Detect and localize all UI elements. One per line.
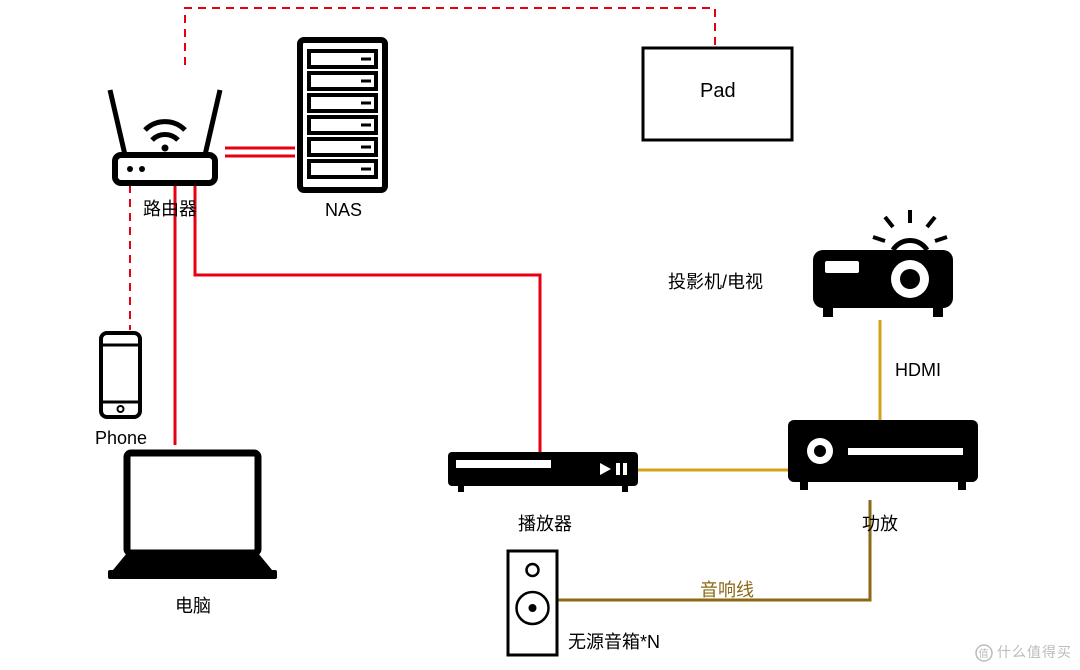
hdmi-edge-label: HDMI (895, 360, 941, 381)
audio-edge-label: 音响线 (700, 576, 754, 602)
player-icon (448, 452, 638, 494)
watermark: 值什么值得买 (975, 642, 1072, 662)
nas-label: NAS (325, 200, 362, 221)
phone-icon (98, 330, 143, 420)
pad-label: Pad (700, 80, 736, 103)
player-label: 播放器 (518, 510, 572, 536)
speaker-label: 无源音箱*N (568, 628, 660, 654)
computer-label: 电脑 (175, 592, 211, 618)
diagram-canvas: 路由器 NAS Pad Phone 电脑 (0, 0, 1080, 670)
speaker-icon (505, 548, 560, 658)
router-icon (100, 60, 230, 190)
laptop-icon (105, 445, 280, 585)
amplifier-icon (788, 420, 978, 495)
projector-label: 投影机/电视 (668, 268, 763, 294)
projector-icon (805, 205, 965, 325)
amp-label: 功放 (862, 510, 898, 536)
router-label: 路由器 (143, 195, 197, 221)
nas-icon (295, 35, 390, 195)
svg-text:值: 值 (979, 647, 990, 660)
